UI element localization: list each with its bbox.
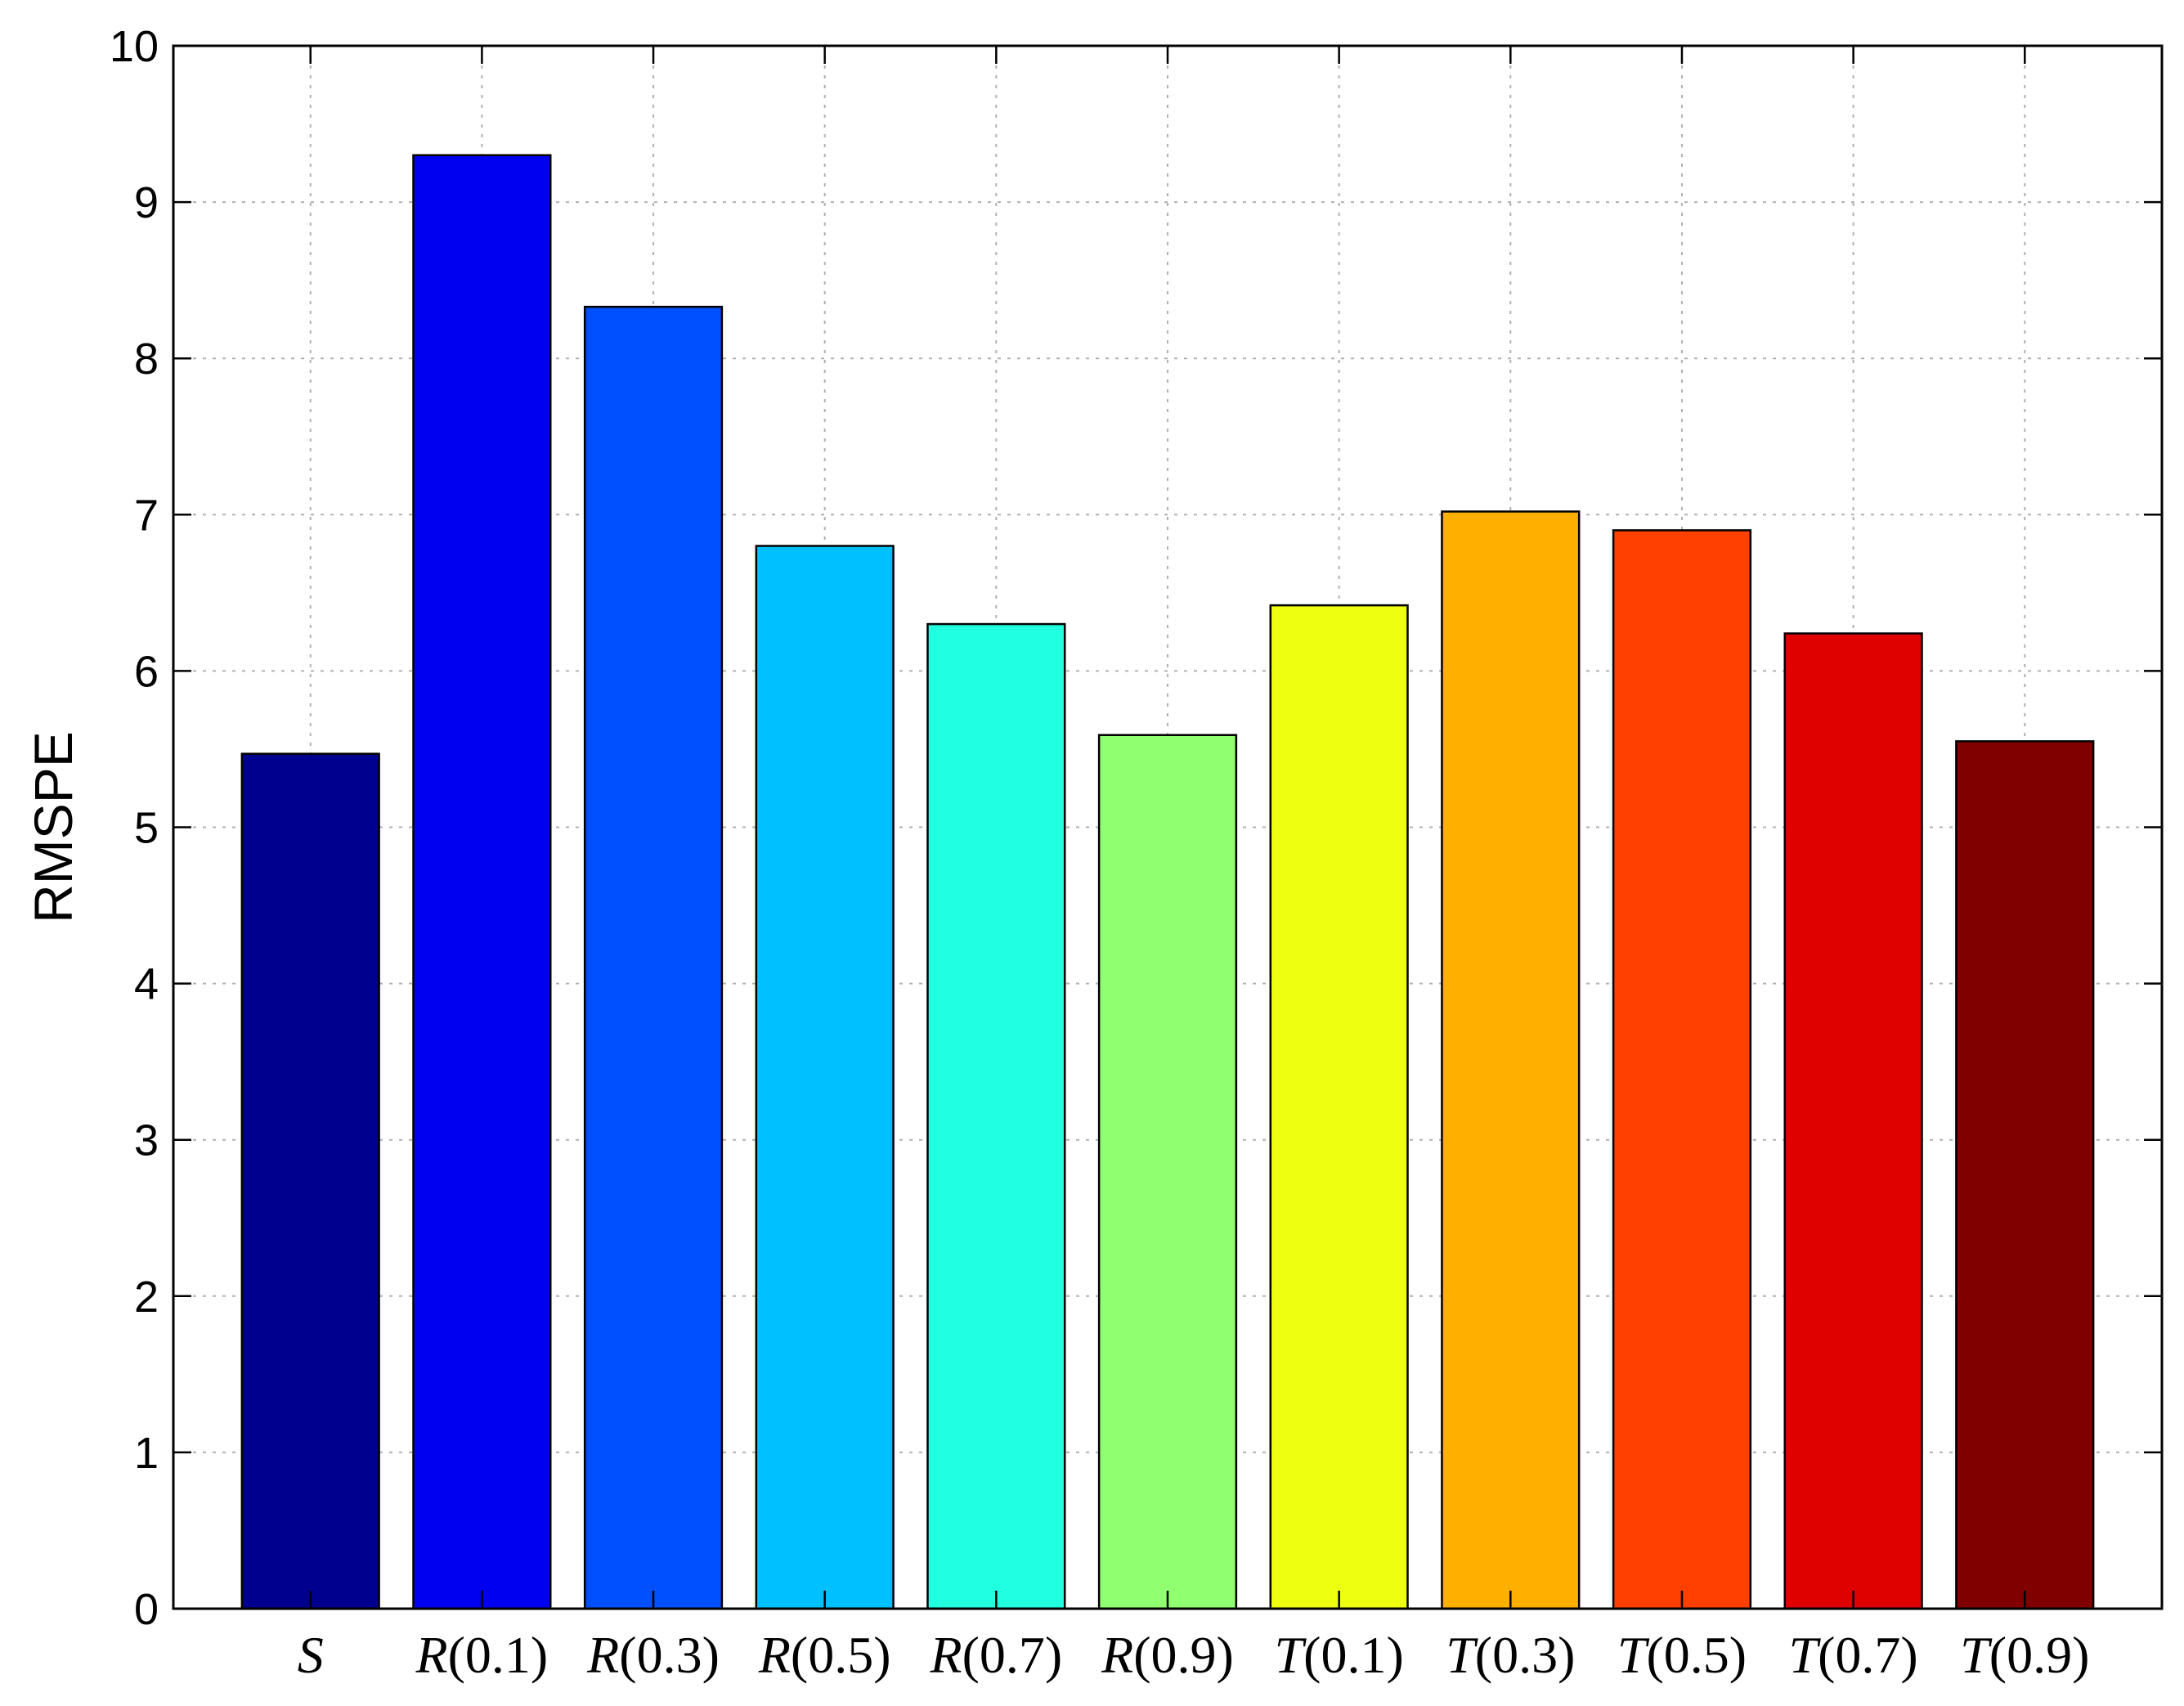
bar-R(0.3): [583, 305, 724, 1610]
bar-S: [240, 752, 380, 1610]
x-tick-label-letter: R: [586, 1626, 619, 1684]
x-tick-label-arg: (0.3): [1475, 1626, 1576, 1684]
x-tick-label-arg: (0.1): [448, 1626, 549, 1684]
x-tick-label-arg: (0.9): [1133, 1626, 1234, 1684]
bar-R(0.5): [755, 545, 895, 1610]
x-tick-label: S: [298, 1626, 324, 1684]
x-tick-label-arg: (0.5): [1646, 1626, 1747, 1684]
x-tick-label: T(0.3): [1446, 1626, 1575, 1684]
bar-T(0.3): [1441, 510, 1581, 1610]
x-tick-label-arg: (0.3): [619, 1626, 720, 1684]
axis-ticks: [173, 44, 2162, 1610]
y-axis-label: RMSPE: [23, 731, 83, 923]
x-tick-label-letter: T: [1789, 1626, 1822, 1684]
x-tick-label-letter: T: [1275, 1626, 1307, 1684]
x-tick-label: R(0.7): [929, 1626, 1062, 1684]
y-tick-label: 8: [134, 334, 159, 384]
x-tick-label-letter: T: [1617, 1626, 1650, 1684]
x-tick-label: R(0.1): [415, 1626, 549, 1684]
x-tick-label: T(0.7): [1789, 1626, 1918, 1684]
y-tick-label: 7: [134, 491, 159, 540]
y-tick-label: 4: [134, 960, 159, 1009]
bar-T(0.1): [1269, 604, 1409, 1610]
x-tick-label-letter: R: [1101, 1626, 1133, 1684]
x-tick-label: R(0.5): [758, 1626, 891, 1684]
bar-T(0.9): [1955, 740, 2095, 1610]
y-tick-label: 2: [134, 1273, 159, 1322]
y-tick-label: 3: [134, 1116, 159, 1165]
x-tick-label: R(0.9): [1101, 1626, 1234, 1684]
bars: [240, 154, 2095, 1610]
x-tick-label-letter: T: [1960, 1626, 1993, 1684]
x-tick-label-letter: S: [298, 1626, 324, 1684]
x-tick-label-letter: T: [1446, 1626, 1478, 1684]
y-tick-label: 6: [134, 647, 159, 696]
y-tick-labels: 0 1 2 3 4 5 6 7 8 9 10: [110, 22, 159, 1634]
bar-R(0.7): [926, 622, 1066, 1610]
x-tick-label-letter: R: [929, 1626, 962, 1684]
x-tick-label: R(0.3): [586, 1626, 720, 1684]
x-tick-label-arg: (0.7): [962, 1626, 1063, 1684]
y-tick-label: 1: [134, 1429, 159, 1478]
x-tick-labels: S R(0.1) R(0.3) R(0.5) R(0.7) R(0.9) T(0.1) T(0…: [298, 1626, 2090, 1684]
bar-R(0.1): [412, 154, 552, 1610]
x-tick-label: T(0.9): [1960, 1626, 2089, 1684]
x-tick-label-arg: (0.9): [1989, 1626, 2090, 1684]
x-tick-label-letter: R: [415, 1626, 448, 1684]
x-tick-label-arg: (0.1): [1303, 1626, 1404, 1684]
x-tick-label-arg: (0.7): [1818, 1626, 1918, 1684]
x-tick-label: T(0.1): [1275, 1626, 1404, 1684]
bar-T(0.7): [1783, 632, 1923, 1610]
y-tick-label: 5: [134, 804, 159, 853]
y-tick-label: 10: [110, 22, 159, 71]
x-tick-label-letter: R: [758, 1626, 791, 1684]
x-tick-label-arg: (0.5): [791, 1626, 891, 1684]
y-tick-label: 0: [134, 1585, 159, 1634]
y-tick-label: 9: [134, 178, 159, 227]
bar-T(0.5): [1612, 529, 1752, 1610]
bar-R(0.9): [1097, 734, 1238, 1610]
x-tick-label: T(0.5): [1617, 1626, 1747, 1684]
